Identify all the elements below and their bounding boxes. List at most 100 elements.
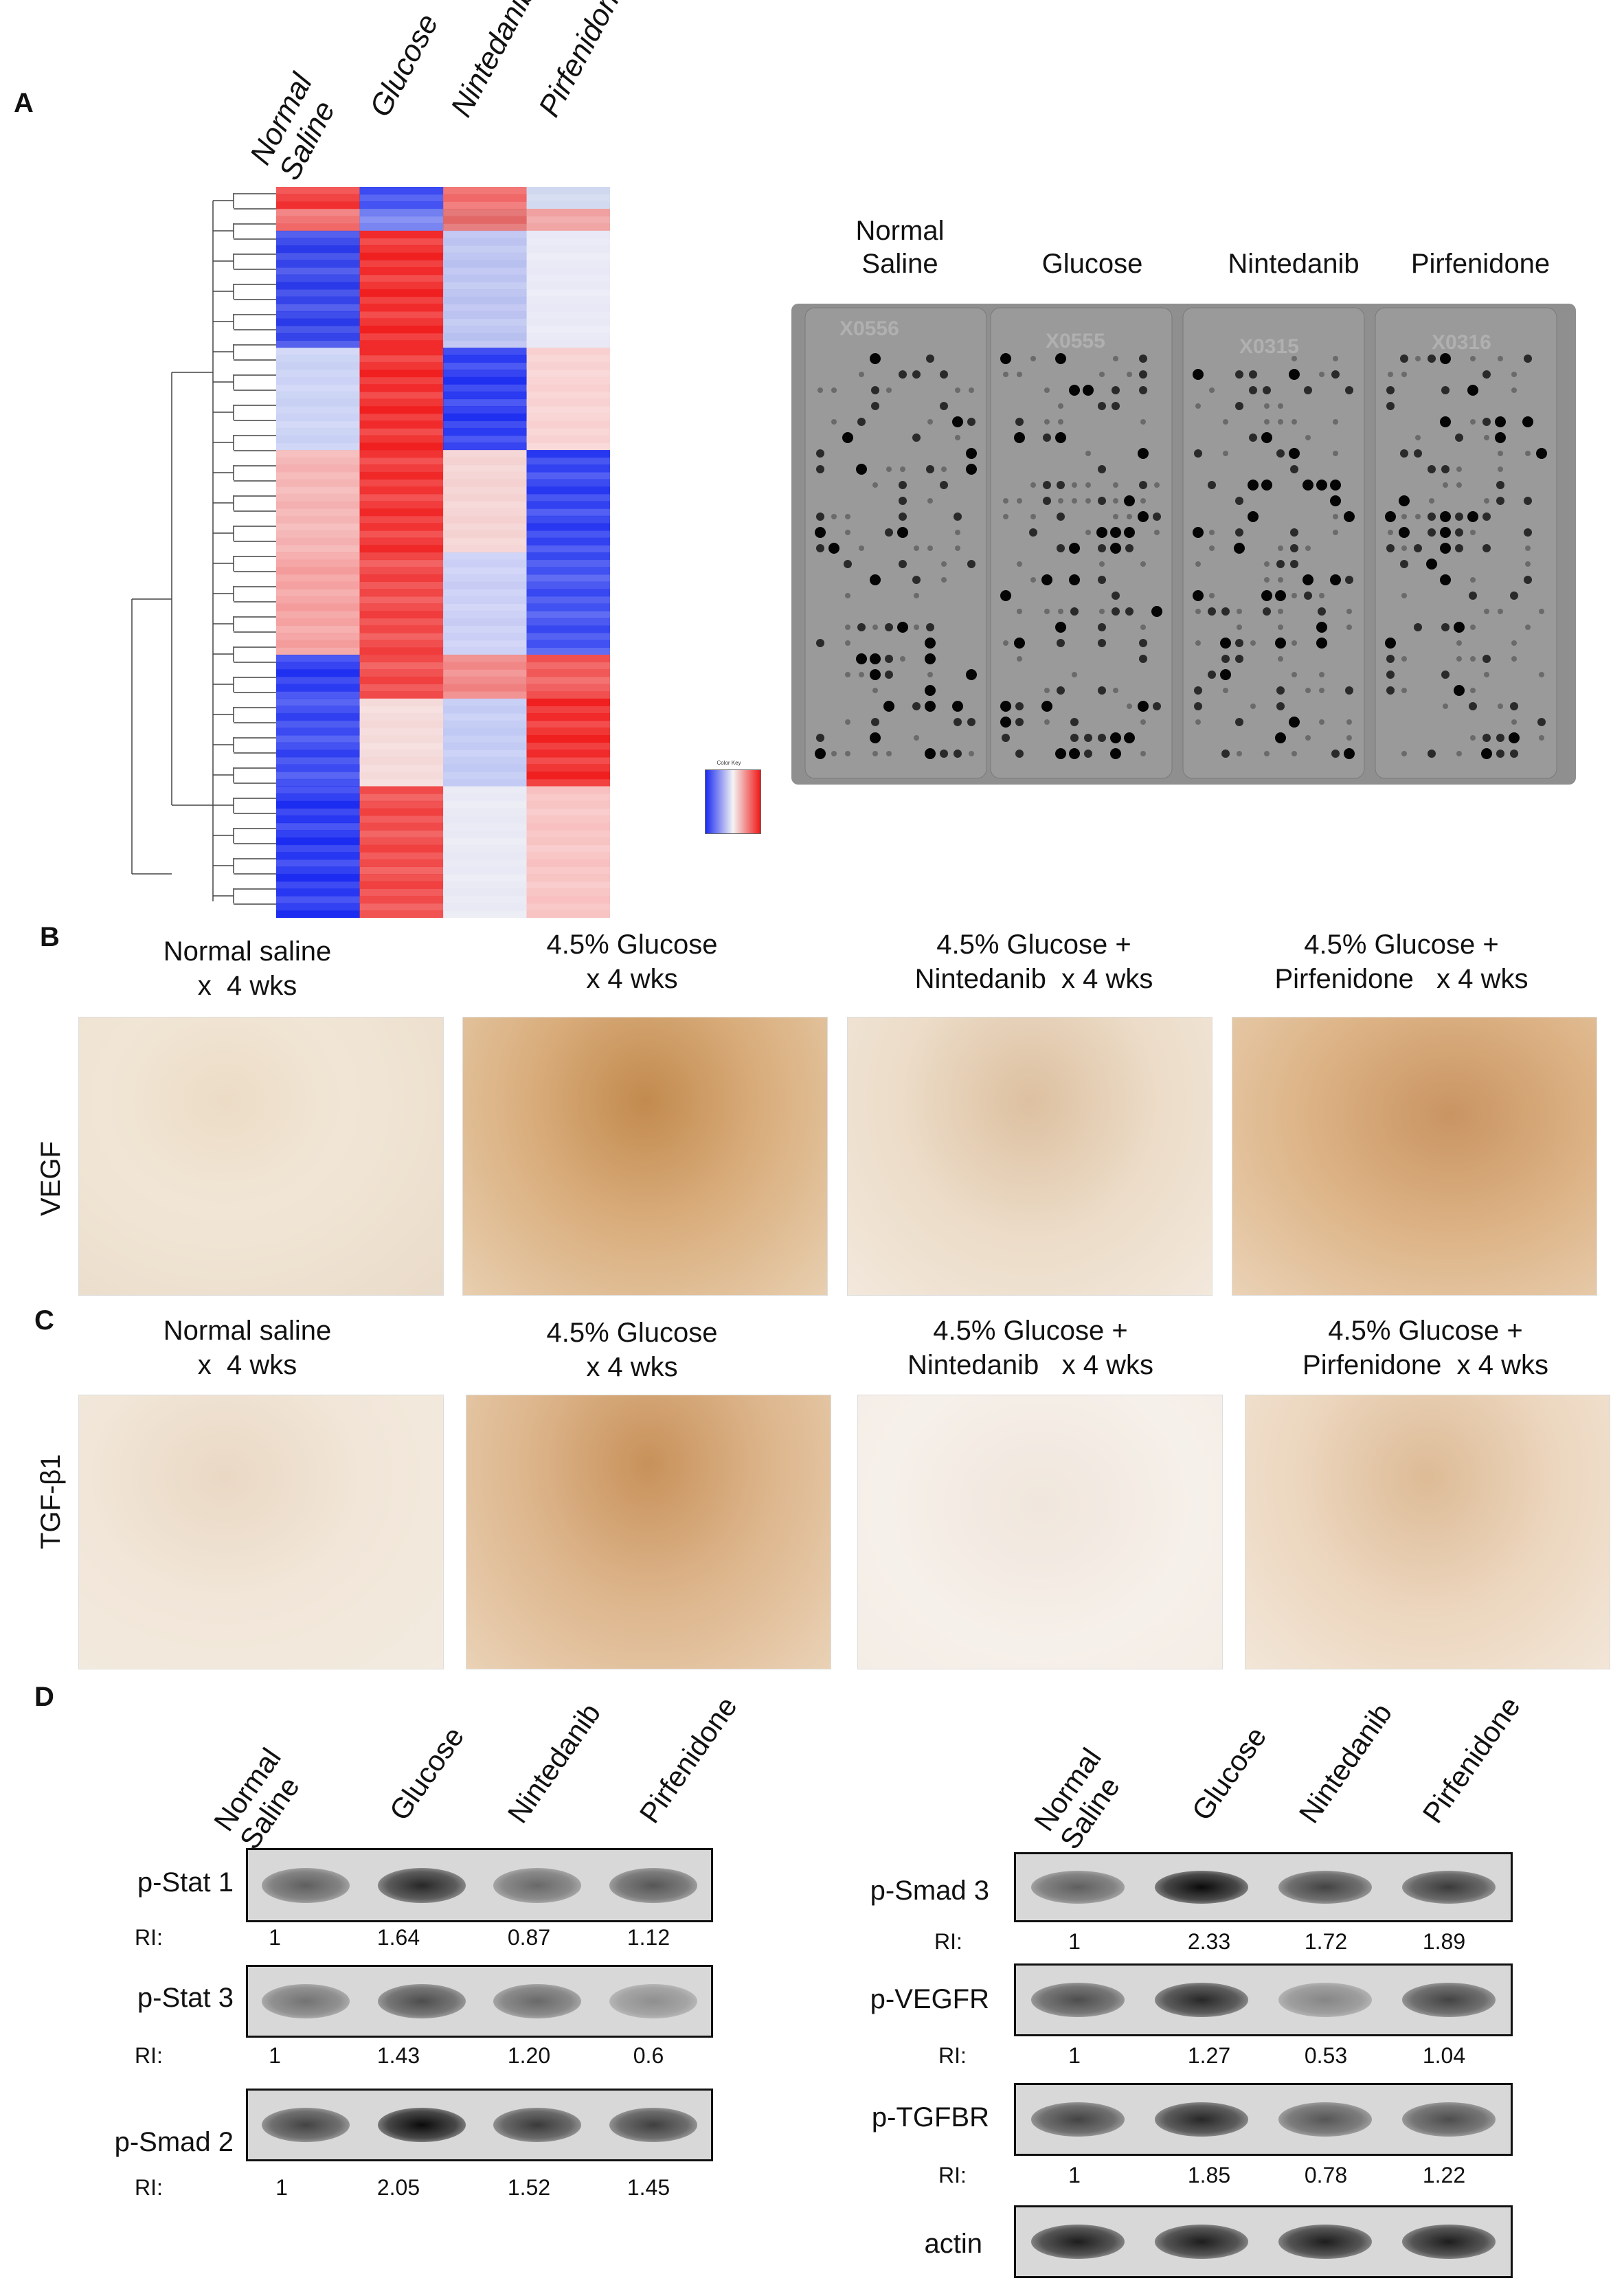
ri-value: 1 — [269, 2043, 281, 2068]
blot-band — [262, 2108, 350, 2142]
ihc-image — [1245, 1395, 1610, 1669]
array-spot — [1415, 435, 1421, 440]
array-spot — [899, 370, 907, 379]
array-spot — [1000, 717, 1011, 728]
array-spot — [1058, 498, 1063, 504]
heatmap-cell — [526, 530, 610, 539]
array-spot — [859, 672, 864, 677]
array-spot — [1441, 671, 1450, 679]
heatmap-cell — [526, 428, 610, 436]
heatmap-cell — [526, 340, 610, 348]
array-spot — [870, 669, 881, 680]
ri-value: 2.33 — [1187, 1929, 1231, 1954]
heatmap-cell — [276, 187, 360, 195]
array-spot — [1525, 451, 1531, 456]
heatmap-cell — [526, 808, 610, 816]
blot-band — [1030, 2102, 1125, 2137]
heatmap-cell — [359, 515, 444, 524]
array-spot — [1140, 751, 1146, 756]
array-spot — [1470, 356, 1476, 361]
array-id: X0556 — [839, 317, 899, 340]
dendrogram — [131, 193, 276, 905]
array-spot — [1055, 622, 1066, 633]
array-spot — [1000, 590, 1011, 601]
heatmap-cell — [359, 486, 444, 495]
heatmap-cell — [443, 296, 527, 304]
heatmap-cell — [443, 808, 527, 816]
array-spot — [815, 748, 826, 759]
heatmap-cell — [276, 245, 360, 254]
array-spot — [1250, 703, 1256, 709]
array-spot — [1263, 607, 1271, 616]
array-spot — [954, 718, 962, 726]
array-spot — [1401, 372, 1407, 377]
array-spot — [1440, 353, 1451, 364]
array-spot — [1333, 419, 1338, 425]
array-spot — [1414, 544, 1422, 552]
heatmap-cell — [276, 194, 360, 202]
blot-band — [1401, 1871, 1496, 1904]
heatmap-cell — [526, 896, 610, 904]
array-spot — [1278, 577, 1283, 583]
array-spot — [1455, 528, 1463, 537]
heatmap-cell — [526, 567, 610, 575]
array-spot — [1153, 513, 1161, 521]
blot-band — [1401, 2225, 1496, 2259]
stain-label-tgfb1: TGF-β1 — [36, 1454, 66, 1549]
array-spot — [1401, 545, 1407, 551]
array-spot — [1139, 655, 1147, 663]
array-spot — [899, 513, 907, 521]
ri-label: RI: — [135, 1925, 163, 1950]
array-spot — [1385, 511, 1396, 522]
heatmap-cell — [526, 800, 610, 809]
array-spot — [1292, 356, 1297, 361]
array-spot — [1110, 732, 1121, 743]
array-spot — [966, 669, 977, 680]
heatmap-cell — [359, 735, 444, 743]
heatmap-cell — [526, 640, 610, 648]
heatmap-col-label: Nintedanib — [444, 0, 542, 123]
array-spot — [1333, 514, 1338, 519]
array-spot — [1195, 609, 1201, 614]
array-spot — [871, 386, 879, 394]
heatmap-cell — [276, 370, 360, 378]
heatmap-cell — [526, 596, 610, 604]
array-spot — [1099, 609, 1105, 614]
array-spot — [1043, 497, 1051, 505]
heatmap-cell — [443, 559, 527, 567]
heatmap-cell — [276, 530, 360, 539]
array-spot — [940, 370, 948, 379]
array-spot — [1124, 495, 1135, 506]
array-spot — [1290, 560, 1298, 568]
heatmap-cell — [526, 260, 610, 268]
heatmap-cell — [526, 398, 610, 407]
array-spot — [1278, 656, 1283, 662]
heatmap-cell — [276, 808, 360, 816]
heatmap-cell — [359, 267, 444, 275]
heatmap-cell — [526, 647, 610, 655]
heatmap-cell — [443, 230, 527, 238]
array-spot — [1234, 543, 1245, 554]
heatmap-cell — [443, 370, 527, 378]
array-spot — [1539, 609, 1544, 614]
array-spot — [1072, 482, 1077, 488]
array-spot — [1470, 656, 1476, 662]
heatmap-cell — [443, 486, 527, 495]
array-spot — [1140, 624, 1146, 630]
ri-value: 1 — [1068, 1929, 1081, 1954]
heatmap-cell — [359, 391, 444, 400]
array-spot — [1220, 638, 1231, 649]
array-spot — [1195, 719, 1201, 725]
heatmap-cell — [276, 778, 360, 787]
heatmap-cell — [526, 479, 610, 487]
heatmap-cell — [443, 435, 527, 443]
array-spot — [845, 530, 850, 535]
array-spot — [925, 638, 936, 649]
ri-value: 1.45 — [627, 2175, 670, 2200]
array-spot — [1496, 734, 1504, 742]
ri-value: 0.53 — [1304, 2043, 1348, 2068]
heatmap-cell — [276, 223, 360, 232]
heatmap-cell — [526, 552, 610, 561]
array-spot — [1195, 403, 1201, 409]
ri-label: RI: — [938, 2163, 967, 2187]
